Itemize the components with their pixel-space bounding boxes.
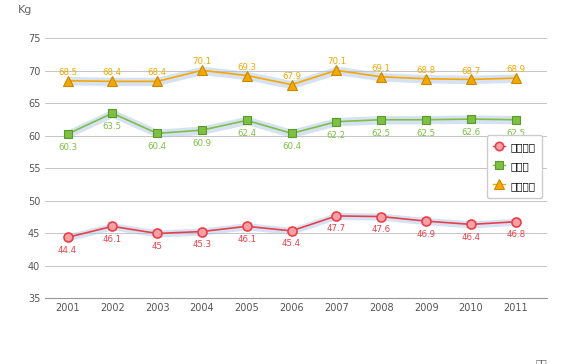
Text: 60.9: 60.9 [192, 139, 212, 148]
Text: 62.4: 62.4 [237, 130, 257, 138]
Text: 62.5: 62.5 [506, 129, 525, 138]
Text: 46.1: 46.1 [237, 235, 257, 244]
Text: 68.4: 68.4 [103, 68, 122, 78]
Text: Kg: Kg [17, 5, 32, 15]
Text: 46.4: 46.4 [461, 233, 481, 242]
Text: 67.9: 67.9 [282, 72, 301, 81]
Text: 68.4: 68.4 [148, 68, 167, 78]
Text: 60.3: 60.3 [58, 143, 77, 152]
Text: 45.3: 45.3 [192, 240, 212, 249]
Text: 70.1: 70.1 [192, 58, 212, 66]
Text: 44.4: 44.4 [58, 246, 77, 255]
Text: 60.4: 60.4 [148, 142, 167, 151]
Text: 46.9: 46.9 [417, 230, 435, 238]
Text: 연도: 연도 [535, 359, 547, 364]
Text: 70.1: 70.1 [327, 58, 346, 66]
Legend: 초등학교, 중학교, 고등학교: 초등학교, 중학교, 고등학교 [487, 135, 542, 198]
Text: 46.1: 46.1 [103, 235, 122, 244]
Text: 60.4: 60.4 [282, 142, 301, 151]
Text: 62.2: 62.2 [327, 131, 346, 140]
Text: 62.6: 62.6 [461, 128, 481, 137]
Text: 45: 45 [152, 242, 162, 251]
Text: 62.5: 62.5 [416, 129, 435, 138]
Text: 68.8: 68.8 [416, 66, 435, 75]
Text: 69.3: 69.3 [237, 63, 256, 72]
Text: 68.9: 68.9 [506, 65, 525, 74]
Text: 46.8: 46.8 [506, 230, 525, 239]
Text: 47.6: 47.6 [372, 225, 391, 234]
Text: 63.5: 63.5 [103, 122, 122, 131]
Text: 68.7: 68.7 [461, 67, 481, 75]
Text: 68.5: 68.5 [58, 68, 77, 77]
Text: 62.5: 62.5 [372, 129, 391, 138]
Text: 45.4: 45.4 [282, 239, 301, 248]
Text: 47.7: 47.7 [327, 224, 346, 233]
Text: 69.1: 69.1 [372, 64, 391, 73]
